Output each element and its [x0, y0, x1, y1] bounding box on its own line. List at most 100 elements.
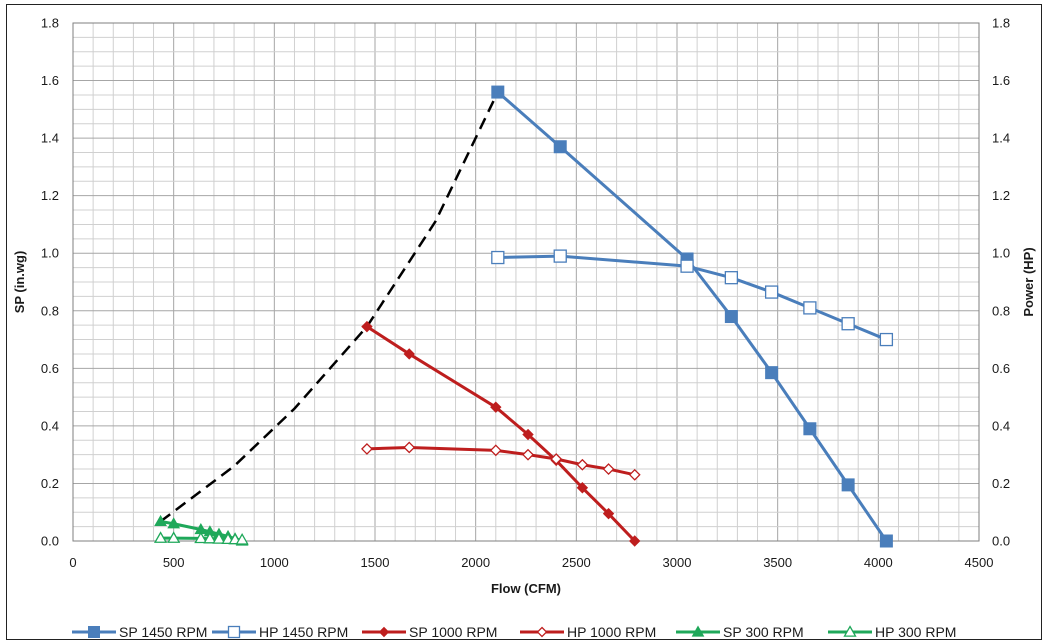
- grid-layer: [73, 23, 979, 541]
- data-point: [522, 428, 534, 441]
- legend-label: HP 1000 RPM: [567, 624, 656, 640]
- series-hp-300-rpm: [153, 531, 249, 545]
- legend-label: HP 1450 RPM: [259, 624, 348, 640]
- series-line: [496, 90, 888, 542]
- data-point: [843, 625, 857, 637]
- y2-tick-label: 0.8: [992, 303, 1010, 318]
- data-point: [879, 534, 893, 548]
- x-tick-label: 4500: [965, 555, 994, 570]
- y2-tick-label: 1.6: [992, 73, 1010, 88]
- data-point: [629, 535, 641, 547]
- data-point: [553, 140, 567, 154]
- data-point: [194, 531, 208, 544]
- legend: SP 1450 RPM HP 1450 RPM SP 1000 RPM HP 1000…: [72, 624, 956, 640]
- x-tick-label: 500: [163, 555, 185, 570]
- data-point: [680, 259, 694, 273]
- legend-item: SP 1450 RPM: [72, 624, 207, 640]
- data-point: [764, 285, 779, 299]
- x-tick-label: 4000: [864, 555, 893, 570]
- data-point: [361, 442, 373, 455]
- tick-labels: 0 500 1000 1500 2000 2500 3000 3500 4000 4500 0.0 0…: [41, 16, 1010, 571]
- data-point: [154, 514, 167, 527]
- y2-axis-title: Power (HP): [1021, 247, 1036, 316]
- y2-tick-label: 0.0: [992, 534, 1010, 549]
- data-point: [576, 482, 589, 494]
- legend-item: HP 1450 RPM: [212, 624, 348, 640]
- x-tick-label: 2500: [562, 555, 591, 570]
- data-point: [403, 348, 415, 360]
- series-line: [366, 445, 636, 477]
- legend-item: HP 300 RPM: [828, 624, 956, 640]
- y2-tick-label: 0.2: [992, 476, 1010, 491]
- y-tick-label: 0.6: [41, 361, 59, 376]
- data-point: [153, 531, 168, 543]
- x-tick-label: 1500: [361, 555, 390, 570]
- legend-label: SP 1000 RPM: [409, 624, 497, 640]
- y2-tick-label: 1.4: [992, 131, 1010, 146]
- data-point: [212, 532, 226, 544]
- series-hp-1450-rpm: [491, 249, 894, 347]
- y-tick-label: 0.2: [41, 476, 59, 491]
- data-point: [361, 320, 373, 333]
- chart-frame: [6, 4, 1042, 640]
- data-point: [602, 507, 615, 520]
- y2-tick-label: 0.4: [992, 418, 1010, 433]
- plot-area: [72, 22, 980, 542]
- data-point: [602, 463, 615, 475]
- data-point: [550, 453, 563, 465]
- y-tick-label: 0.8: [41, 303, 59, 318]
- data-point: [167, 531, 181, 543]
- y2-tick-label: 1.2: [992, 188, 1010, 203]
- series-hp-1000-rpm: [361, 441, 641, 481]
- legend-label: SP 1450 RPM: [119, 624, 207, 640]
- system-curve-line: [159, 91, 499, 523]
- data-point: [576, 458, 589, 471]
- data-point: [489, 444, 502, 457]
- x-tick-label: 3500: [763, 555, 792, 570]
- data-point: [490, 401, 502, 413]
- y-tick-label: 1.6: [41, 73, 59, 88]
- data-point: [724, 271, 739, 285]
- data-point: [378, 626, 390, 638]
- x-axis-title: Flow (CFM): [491, 581, 561, 596]
- data-point: [553, 249, 567, 263]
- data-point: [536, 626, 548, 638]
- legend-item: SP 1000 RPM: [362, 624, 497, 640]
- series-line: [366, 325, 636, 543]
- y-tick-label: 0.0: [41, 534, 59, 549]
- x-tick-label: 2000: [461, 555, 490, 570]
- y-tick-label: 1.2: [41, 188, 59, 203]
- y2-tick-label: 0.6: [992, 361, 1010, 376]
- data-point: [491, 250, 505, 265]
- data-point: [841, 478, 855, 492]
- data-point: [522, 448, 534, 461]
- data-point: [403, 441, 416, 454]
- legend-item: SP 300 RPM: [676, 624, 804, 640]
- data-point: [628, 468, 641, 481]
- data-point: [235, 533, 249, 545]
- data-point: [167, 517, 181, 529]
- data-point: [227, 625, 241, 639]
- data-point: [691, 625, 705, 637]
- series-sp-1450-rpm: [491, 85, 893, 548]
- data-point: [841, 317, 855, 331]
- data-point: [803, 301, 817, 315]
- legend-label: SP 300 RPM: [723, 624, 804, 640]
- y2-tick-label: 1.0: [992, 246, 1010, 261]
- data-point: [803, 422, 817, 436]
- legend-item: HP 1000 RPM: [520, 624, 656, 640]
- series-layer: [153, 85, 894, 548]
- data-point: [879, 332, 894, 347]
- data-point: [765, 366, 779, 380]
- x-tick-label: 1000: [260, 555, 289, 570]
- y2-tick-label: 1.8: [992, 16, 1010, 31]
- legend-label: HP 300 RPM: [875, 624, 956, 640]
- y-tick-label: 1.0: [41, 246, 59, 261]
- data-point: [88, 626, 100, 638]
- data-point: [724, 310, 738, 324]
- y-tick-label: 1.8: [41, 16, 59, 31]
- x-tick-label: 0: [69, 555, 76, 570]
- y-tick-label: 0.4: [41, 418, 59, 433]
- y-tick-label: 1.4: [41, 131, 59, 146]
